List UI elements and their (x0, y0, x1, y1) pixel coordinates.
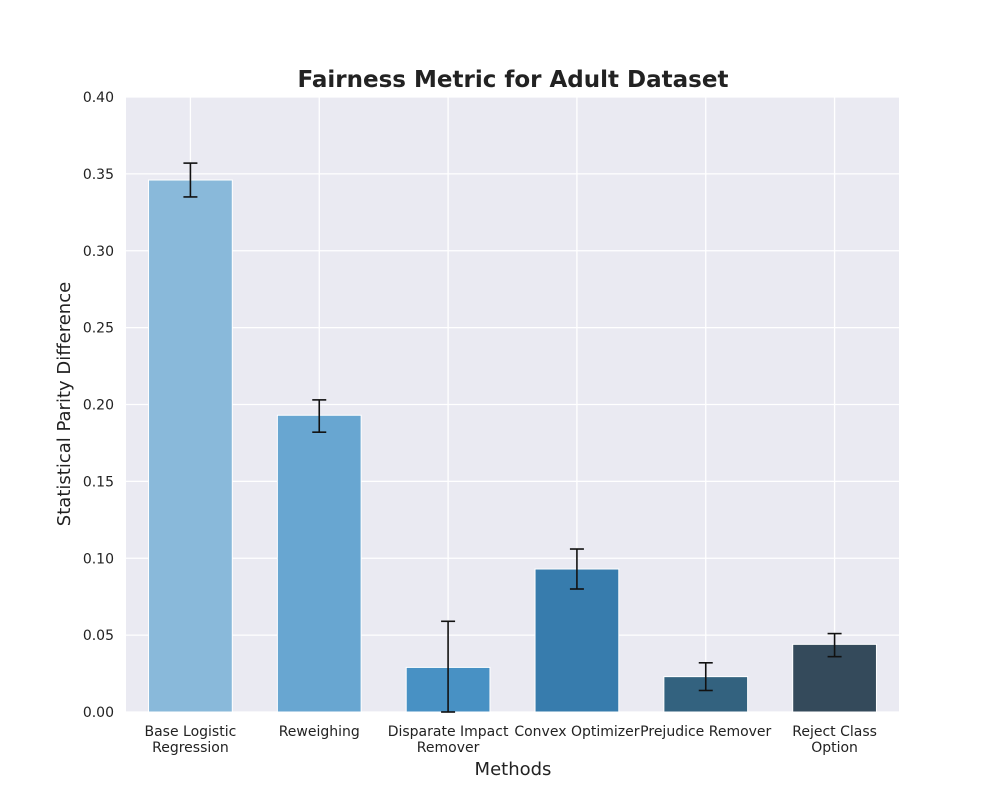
x-tick-label-line: Prejudice Remover (640, 724, 771, 740)
y-tick-label: 0.10 (83, 551, 114, 567)
bar (534, 568, 620, 713)
y-tick-label: 0.20 (83, 398, 114, 414)
error-bar (698, 661, 713, 692)
error-bar (183, 162, 198, 198)
x-tick-label-line: Disparate Impact (388, 724, 509, 740)
y-tick-label: 0.15 (83, 474, 114, 490)
y-tick-label: 0.05 (83, 628, 114, 644)
y-tick-label: 0.25 (83, 321, 114, 337)
x-tick-label: Disparate Impact Remover (388, 724, 509, 756)
y-tick-label: 0.35 (83, 167, 114, 183)
error-bars (183, 162, 842, 713)
error-bar (569, 548, 584, 590)
error-bar (827, 632, 842, 658)
bar (148, 179, 233, 713)
x-tick-label: Prejudice Remover (640, 724, 771, 740)
x-tick-label: Base Logistic Regression (145, 724, 237, 756)
x-tick-label-line: Reweighing (279, 724, 360, 740)
x-tick-label-line: Regression (152, 740, 229, 756)
x-tick-label-line: Option (811, 740, 858, 756)
x-tick-label-line: Convex Optimizer (514, 724, 639, 740)
y-axis-ticks: 0.00 0.05 0.10 0.15 0.20 0.25 0.30 0.35 0.40 (83, 90, 114, 721)
x-tick-label-line: Base Logistic (145, 724, 237, 740)
x-tick-label: Reject Class Option (792, 724, 877, 756)
error-bar (441, 620, 456, 713)
y-tick-label: 0.00 (83, 705, 114, 721)
x-tick-label-line: Reject Class (792, 724, 877, 740)
chart-title: Fairness Metric for Adult Dataset (298, 67, 729, 93)
bar (276, 414, 362, 713)
y-tick-label: 0.30 (83, 244, 114, 260)
x-tick-label-line: Remover (417, 740, 480, 756)
x-axis-ticks: Base Logistic Regression Reweighing Dispara… (145, 724, 877, 756)
y-tick-label: 0.40 (83, 90, 114, 106)
x-tick-label: Convex Optimizer (514, 724, 639, 740)
x-tick-label: Reweighing (279, 724, 360, 740)
x-axis-label: Methods (475, 759, 552, 780)
error-bar (312, 399, 327, 433)
y-axis-label: Statistical Parity Difference (54, 282, 75, 526)
